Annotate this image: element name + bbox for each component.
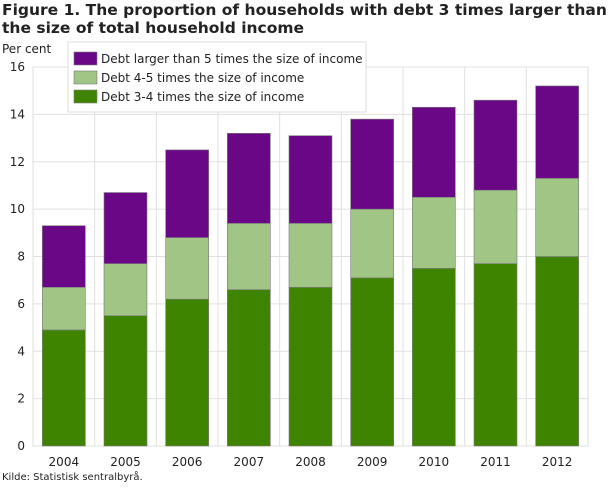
legend-box [67,41,367,113]
legend-swatch [73,70,98,85]
y-axis-label: Per cent [2,42,52,56]
y-tick-label: 0 [17,439,25,453]
x-tick-label: 2005 [110,455,141,469]
bar-segment [288,135,333,224]
bar-segment [473,189,518,264]
x-tick-label: 2012 [542,455,573,469]
bar-segment [165,237,209,300]
bar-segment [103,315,148,447]
bar-segment [535,256,579,447]
bar-segment [227,223,271,290]
legend-swatch [73,89,98,104]
x-tick-label: 2004 [49,455,80,469]
y-tick-label: 10 [10,202,25,216]
legend-swatch [73,51,98,66]
bar-segment [473,99,518,191]
bar-segment [473,263,518,447]
source-note: Kilde: Statistisk sentralbyrå. [2,472,143,483]
y-tick-label: 8 [17,250,25,264]
bar-segment [350,208,394,279]
bar-segment [535,178,579,257]
legend-label: Debt larger than 5 times the size of inc… [101,52,363,66]
bar-segment [103,263,148,317]
x-tick-label: 2007 [234,455,265,469]
y-tick-label: 4 [17,344,25,358]
x-tick-label: 2011 [480,455,511,469]
x-tick-label: 2008 [295,455,326,469]
bar-segment [165,149,209,238]
bar-segment [350,277,394,447]
x-tick-label: 2006 [172,455,203,469]
y-tick-label: 2 [17,392,25,406]
bar-segment [227,289,271,447]
bar-segment [412,106,456,198]
bar-segment [288,223,333,288]
bar-segment [42,286,86,331]
legend-label: Debt 4-5 times the size of income [101,71,304,85]
bar-segment [103,192,148,264]
bar-segment [288,286,333,447]
bar-segment [165,298,209,447]
y-tick-label: 14 [10,107,25,121]
y-tick-label: 16 [10,60,25,74]
bar-segment [42,225,86,288]
y-tick-label: 6 [17,297,25,311]
bar-segment [227,133,271,224]
x-tick-label: 2009 [357,455,388,469]
bar-segment [412,268,456,447]
legend-label: Debt 3-4 times the size of income [101,90,304,104]
x-tick-label: 2010 [419,455,450,469]
chart-title: Figure 1. The proportion of households w… [2,1,607,37]
bar-segment [535,85,579,179]
y-tick-label: 12 [10,155,25,169]
bar-segment [412,196,456,269]
bar-segment [42,329,86,447]
bar-segment [350,118,394,210]
